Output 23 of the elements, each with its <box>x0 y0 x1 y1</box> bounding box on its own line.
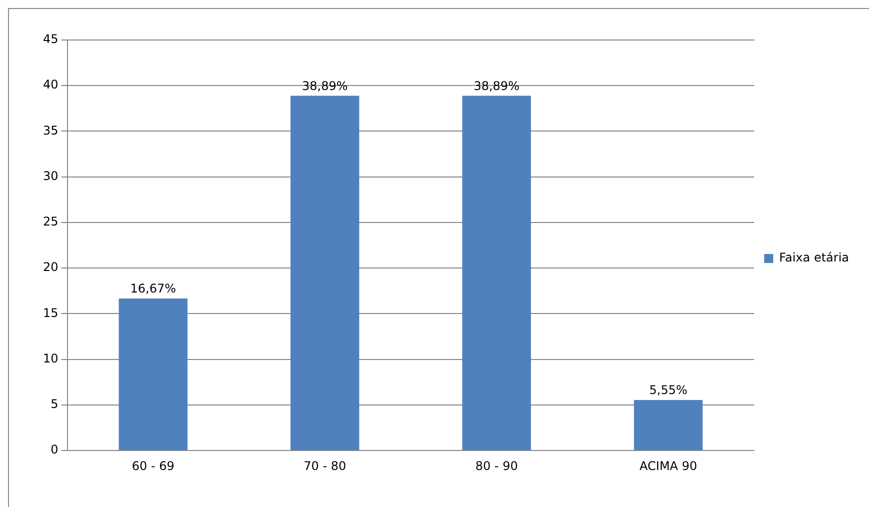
x-tick-label: 60 - 69 <box>132 458 174 473</box>
y-tick-label: 0 <box>50 442 58 457</box>
bar <box>634 400 703 450</box>
data-label: 38,89% <box>474 78 520 93</box>
bar <box>462 96 531 450</box>
y-tick-label: 10 <box>42 351 58 366</box>
y-tick-label: 25 <box>42 214 58 229</box>
y-tick-label: 5 <box>50 397 58 412</box>
x-tick-label: 80 - 90 <box>475 458 518 473</box>
data-label: 5,55% <box>649 383 688 398</box>
bar <box>290 96 360 450</box>
y-tick-label: 45 <box>42 32 58 46</box>
y-tick-label: 15 <box>42 306 58 320</box>
bar <box>118 298 188 450</box>
y-tick-label: 30 <box>42 168 58 183</box>
y-tick-label: 20 <box>42 260 58 274</box>
y-tick-label: 35 <box>42 123 58 138</box>
data-label: 16,67% <box>130 282 176 296</box>
y-tick-label: 40 <box>42 78 58 92</box>
legend-label: Faixa etária <box>779 250 850 265</box>
x-tick-label: ACIMA 90 <box>640 458 698 473</box>
data-label: 38,89% <box>302 78 348 93</box>
x-tick-label: 70 - 80 <box>304 458 346 473</box>
